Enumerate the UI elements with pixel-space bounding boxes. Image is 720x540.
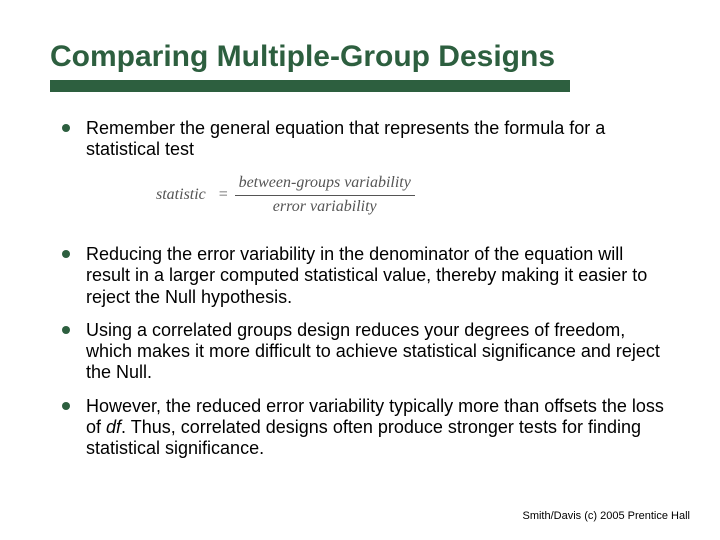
bullet-text-post: . Thus, correlated designs often produce… (86, 417, 641, 458)
bullet-text: Reducing the error variability in the de… (86, 244, 647, 306)
formula-equals: = (218, 186, 229, 204)
slide: Comparing Multiple-Group Designs Remembe… (0, 0, 720, 540)
formula-denominator: error variability (269, 198, 381, 216)
formula-fraction: between-groups variability error variabi… (235, 174, 415, 216)
bullet-item: Using a correlated groups design reduces… (86, 320, 670, 384)
copyright-footer: Smith/Davis (c) 2005 Prentice Hall (522, 510, 690, 522)
title-underline (50, 80, 570, 92)
formula-numerator: between-groups variability (235, 174, 415, 192)
formula-block: statistic = between-groups variability e… (86, 174, 670, 216)
formula-lhs: statistic (156, 186, 206, 204)
bullet-item: However, the reduced error variability t… (86, 396, 670, 460)
bullet-text: Remember the general equation that repre… (86, 118, 605, 159)
df-italic: df (106, 417, 121, 437)
bullet-item: Reducing the error variability in the de… (86, 244, 670, 308)
statistic-formula: statistic = between-groups variability e… (156, 174, 415, 216)
bullet-text: Using a correlated groups design reduces… (86, 320, 660, 382)
fraction-bar (235, 195, 415, 196)
slide-title: Comparing Multiple-Group Designs (50, 40, 670, 74)
bullet-item: Remember the general equation that repre… (86, 118, 670, 160)
bullet-list: Remember the general equation that repre… (50, 118, 670, 459)
